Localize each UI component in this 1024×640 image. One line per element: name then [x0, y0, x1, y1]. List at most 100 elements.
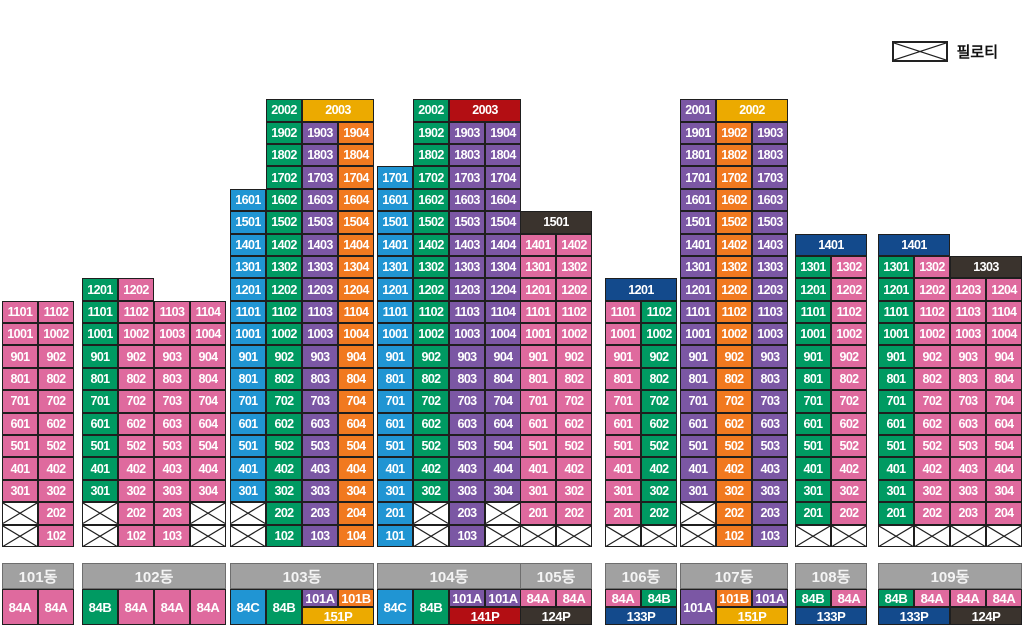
legend: 필로티: [891, 41, 998, 62]
unit-cell: 1302: [413, 255, 449, 279]
unit-cell: 802: [118, 367, 154, 391]
unit-cell: 502: [831, 435, 867, 458]
unit-cell: 903: [154, 345, 190, 368]
unit-cell: 1702: [413, 166, 449, 189]
unit-cell: 1404: [338, 233, 374, 256]
unit-cell: 1101: [878, 300, 914, 324]
unit-cell: 201: [605, 502, 641, 525]
unit-cell: 101: [377, 524, 413, 547]
unit-cell: 501: [520, 435, 556, 458]
piloti-cell: [485, 502, 521, 525]
unit-cell: 501: [878, 435, 914, 458]
unit-cell: 1201: [795, 278, 831, 301]
unit-cell: 902: [38, 345, 74, 368]
unit-type-cell: 84A: [190, 589, 226, 625]
unit-cell: 1002: [556, 323, 592, 346]
unit-cell: 601: [377, 412, 413, 436]
unit-type-cell: 84A: [986, 589, 1022, 607]
unit-cell: 201: [520, 502, 556, 525]
unit-cell: 303: [752, 479, 788, 503]
unit-cell: 803: [302, 367, 338, 391]
unit-cell: 401: [82, 457, 118, 480]
unit-cell: 2002: [413, 99, 449, 122]
unit-cell: 202: [831, 502, 867, 525]
unit-cell: 701: [795, 390, 831, 413]
unit-cell: 1801: [680, 143, 716, 167]
building-footer-102: 102동 84B 84A 84A 84A: [82, 563, 226, 625]
unit-cell: 404: [485, 457, 521, 480]
unit-cell: 903: [302, 345, 338, 368]
unit-cell: 402: [716, 457, 752, 480]
unit-cell: 104: [338, 524, 374, 547]
unit-cell: 903: [752, 345, 788, 368]
unit-cell: 1102: [38, 300, 74, 324]
unit-cell: 1803: [752, 143, 788, 167]
unit-cell: 502: [914, 435, 950, 458]
unit-type-row: 84A 84A 124P: [520, 589, 592, 625]
unit-cell: 1003: [950, 323, 986, 346]
unit-cell: 1701: [680, 166, 716, 189]
piloti-cell: [190, 524, 226, 547]
unit-cell: 1403: [752, 233, 788, 256]
unit-cell: 1902: [716, 121, 752, 144]
unit-cell: 1402: [556, 233, 592, 256]
unit-cell: 1502: [413, 211, 449, 234]
unit-cell: 501: [230, 435, 266, 458]
unit-cell: 202: [118, 502, 154, 525]
unit-cell: 203: [302, 502, 338, 525]
unit-cell: 1202: [118, 278, 154, 301]
tower-109: 1401 1301 1302 1303 1201 1202 1203 1204 1101 1102…: [878, 233, 1022, 547]
unit-type-cell: 124P: [520, 607, 592, 625]
unit-cell: 201: [377, 502, 413, 525]
unit-type-row: 84B 84A 84A 84A: [82, 589, 226, 625]
unit-cell: 1101: [605, 300, 641, 324]
piloti-cell: [680, 524, 716, 547]
unit-cell: 902: [641, 345, 677, 368]
unit-type-cell: 101A: [485, 589, 521, 607]
unit-cell: 1002: [641, 323, 677, 346]
unit-cell: 1904: [338, 121, 374, 144]
building-label-107: 107동: [680, 563, 788, 589]
unit-cell: 502: [118, 435, 154, 458]
unit-cell: 401: [230, 457, 266, 480]
unit-cell: 603: [950, 412, 986, 436]
piloti-cell: [230, 524, 266, 547]
unit-type-cell: 101B: [716, 589, 752, 607]
tower-106: 1201 1101 1102 1001 1002 901 902 801 802 701 702 60…: [605, 278, 677, 547]
unit-cell: 404: [190, 457, 226, 480]
unit-cell: 604: [190, 412, 226, 436]
unit-cell: 502: [38, 435, 74, 458]
unit-cell: 402: [914, 457, 950, 480]
unit-cell: 701: [82, 390, 118, 413]
building-label-101: 101동: [2, 563, 74, 589]
unit-cell: 103: [154, 524, 190, 547]
unit-cell: 701: [2, 390, 38, 413]
unit-cell: 302: [641, 479, 677, 503]
unit-cell: 904: [986, 345, 1022, 368]
unit-cell: 1301: [230, 255, 266, 279]
unit-cell: 1202: [413, 278, 449, 301]
unit-cell: 203: [154, 502, 190, 525]
unit-cell: 1403: [302, 233, 338, 256]
building-label-109: 109동: [878, 563, 1022, 589]
tower-101: 1101 1102 1001 1002 901 902 801 802 701 702 601 602…: [2, 300, 74, 547]
unit-cell: 801: [605, 367, 641, 391]
piloti-icon: [891, 41, 948, 62]
unit-cell: 1001: [680, 323, 716, 346]
unit-cell: 1202: [716, 278, 752, 301]
building-footer-101: 101동 84A 84A: [2, 563, 74, 625]
unit-cell: 1403: [449, 233, 485, 256]
unit-type-cell: 84A: [605, 589, 641, 607]
unit-cell: 601: [520, 412, 556, 436]
unit-cell: 1102: [556, 300, 592, 324]
unit-cell: 204: [986, 502, 1022, 525]
unit-type-cell: 84A: [38, 589, 74, 625]
unit-cell: 501: [795, 435, 831, 458]
unit-cell: 503: [449, 435, 485, 458]
unit-cell: 1104: [190, 300, 226, 324]
unit-cell: 1004: [190, 323, 226, 346]
unit-cell: 602: [641, 412, 677, 436]
piloti-cell: [605, 524, 641, 547]
unit-cell: 802: [914, 367, 950, 391]
unit-cell: 303: [154, 479, 190, 503]
